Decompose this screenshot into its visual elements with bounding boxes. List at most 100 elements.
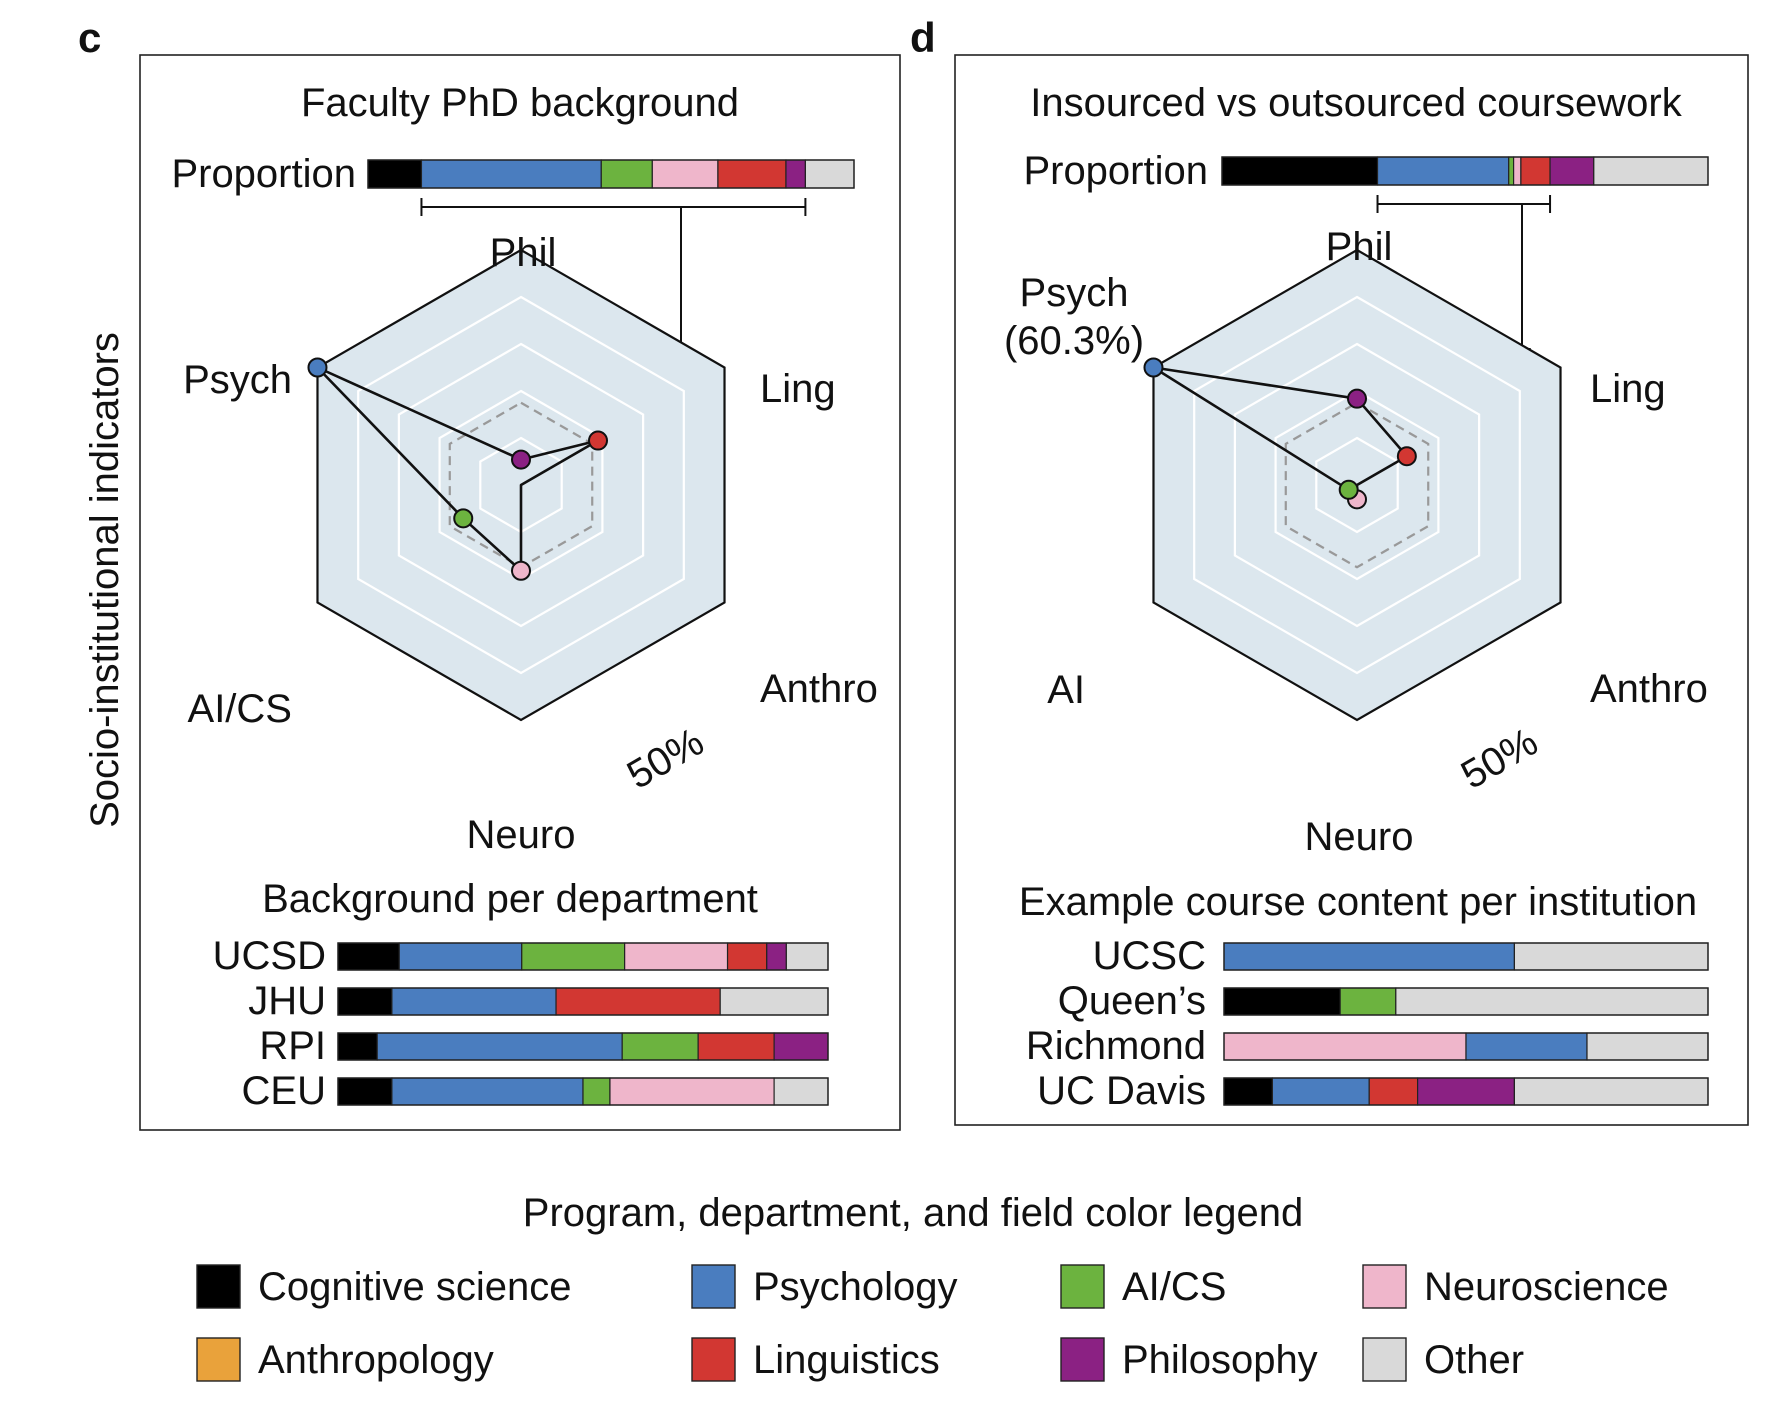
panel-c-proportion-segment-neuroscience	[651, 159, 719, 189]
panel-c-row-jhu-segment-cognitive-science	[337, 987, 393, 1016]
panel-d-radar-point-phil	[1347, 388, 1367, 409]
panel-d-row-queen-s-segment-ai-cs	[1339, 987, 1397, 1016]
panel-c-subtitle: Background per department	[262, 877, 758, 921]
panel-c-row-ucsd-segment-other	[785, 942, 829, 971]
panel-c-row-label-ucsd: UCSD	[213, 934, 326, 978]
panel-c-row-jhu-segment-other	[719, 987, 829, 1016]
panel-d-proportion-segment-philosophy	[1549, 156, 1595, 186]
panel-c-proportion-segment-psychology	[420, 159, 602, 189]
panel-d-subtitle: Example course content per institution	[1019, 880, 1697, 924]
panel-c-radar-point-neuro	[511, 560, 531, 581]
panel-d-row-richmond-segment-neuroscience	[1223, 1032, 1467, 1061]
panel-c: Faculty PhD background Proportion Phil Li…	[139, 54, 901, 1131]
panel-d-row-queen-s-segment-cognitive-science	[1223, 987, 1341, 1016]
panel-d-row-label-richmond: Richmond	[1026, 1024, 1206, 1068]
panel-d-radar-ring-2	[1274, 389, 1440, 581]
panel-c-radar-point-phil	[511, 449, 531, 470]
panel-d-proportion-segment-neuroscience	[1512, 156, 1522, 186]
panel-c-radar-point-ai-cs	[453, 508, 474, 529]
panel-c-axis-label-phil: Phil	[490, 231, 557, 275]
panel-c-proportion-bar	[367, 159, 855, 189]
panel-c-row-label-ceu: CEU	[242, 1069, 326, 1113]
panel-d-row-ucsc-outline	[1223, 942, 1709, 971]
panel-d-row-queen-s-outline	[1223, 987, 1709, 1016]
panel-d-proportion-bar	[1221, 156, 1709, 186]
panel-c-row-jhu-segment-psychology	[391, 987, 557, 1016]
legend-swatch-cognitive-science	[196, 1264, 241, 1309]
legend-swatch-psychology	[691, 1264, 736, 1309]
panel-d-row-ucsc-segment-other	[1513, 942, 1709, 971]
legend-title: Program, department, and field color leg…	[523, 1191, 1303, 1235]
legend-label-psychology: Psychology	[753, 1265, 958, 1309]
panel-c-radar-point-ling	[588, 430, 609, 451]
panel-d-proportion-segment-ai-cs	[1508, 156, 1515, 186]
panel-d-row-richmond-segment-other	[1586, 1032, 1709, 1061]
panel-d-row-label-queen-s: Queen’s	[1058, 979, 1206, 1023]
panel-d-proportion-segment-other	[1593, 156, 1709, 186]
panel-c-row-rpi-segment-cognitive-science	[337, 1032, 378, 1061]
panel-d-axis-label-phil: Phil	[1326, 225, 1393, 269]
panel-c-row-label-jhu: JHU	[248, 979, 326, 1023]
panel-c-row-label-rpi: RPI	[259, 1024, 326, 1068]
panel-c-row-ceu-segment-cognitive-science	[337, 1077, 393, 1106]
panel-c-radar-point-psych	[307, 357, 328, 378]
legend-swatch-other	[1362, 1337, 1407, 1382]
panel-c-axis-label-ai-cs: AI/CS	[188, 687, 292, 731]
panel-d-row-uc-davis-segment-cognitive-science	[1223, 1077, 1274, 1106]
panel-c-row-ceu-segment-ai-cs	[582, 1077, 611, 1106]
legend-label-other: Other	[1424, 1338, 1524, 1382]
panel-c-row-ceu-segment-psychology	[391, 1077, 584, 1106]
panel-d-row-richmond-outline	[1223, 1032, 1709, 1061]
panel-c-row-ucsd-segment-cognitive-science	[337, 942, 400, 971]
panel-c-axis-label-psych: Psych	[183, 358, 292, 402]
panel-d-row-uc-davis-segment-other	[1513, 1077, 1709, 1106]
panel-d-proportion-segment-psychology	[1376, 156, 1510, 186]
panel-d-proportion-segment-cognitive-science	[1221, 156, 1379, 186]
panel-d-title: Insourced vs outsourced coursework	[1030, 81, 1682, 125]
panel-d-proportion-outline	[1221, 156, 1709, 186]
panel-d-row-queen-s-segment-other	[1395, 987, 1709, 1016]
panel-c-proportion-segment-ai-cs	[600, 159, 653, 189]
panel-d-row-ucsc-segment-psychology	[1223, 942, 1515, 971]
panel-d-frame	[954, 54, 1749, 1126]
panel-c-radar: Phil Ling Anthro Neuro AI/CS Psych 50%	[183, 231, 878, 857]
panel-d-highlight-value: (60.3%)	[1004, 319, 1144, 363]
panel-d-radar: Phil Ling Anthro Neuro AI Psych(60.3%) 50%	[1004, 225, 1708, 859]
panel-c-axis-label-anthro: Anthro	[760, 667, 878, 711]
panel-d-axis-label-anthro: Anthro	[1590, 667, 1708, 711]
panel-c-row-ucsd-segment-neuroscience	[624, 942, 729, 971]
legend-swatch-anthropology	[196, 1337, 241, 1382]
panel-c-proportion-segment-other	[804, 159, 855, 189]
panel-c-row-rpi-outline	[337, 1032, 829, 1061]
legend-label-cognitive-science: Cognitive science	[258, 1265, 572, 1309]
panel-d-axis-label-psych: Psych	[1020, 271, 1129, 315]
panel-c-row-ucsd-outline	[337, 942, 829, 971]
panel-letter-c: c	[78, 14, 101, 61]
y-axis-label: Socio-institutional indicators	[83, 332, 127, 828]
panel-c-frame	[139, 54, 901, 1131]
panel-c-proportion-outline	[367, 159, 855, 189]
panel-d-row-label-uc-davis: UC Davis	[1037, 1069, 1206, 1113]
panel-d-row-uc-davis-segment-linguistics	[1368, 1077, 1419, 1106]
panel-c-proportion-label: Proportion	[171, 152, 356, 196]
panel-d-proportion-label: Proportion	[1023, 149, 1208, 193]
panel-c-row-rpi-segment-linguistics	[697, 1032, 775, 1061]
panel-letter-d: d	[910, 14, 936, 61]
panel-d-radar-point-ling	[1396, 446, 1417, 467]
legend-label-anthropology: Anthropology	[258, 1338, 494, 1382]
legend-swatch-ai-cs	[1060, 1264, 1105, 1309]
panel-d-row-richmond-segment-psychology	[1465, 1032, 1588, 1061]
panel-d-radar-point-psych	[1143, 357, 1164, 378]
panel-d-radar-ring-4	[1193, 295, 1521, 675]
panel-c-row-ucsd-segment-ai-cs	[521, 942, 626, 971]
panel-c-bracket	[420, 198, 807, 368]
panel-d-radar-point-ai	[1338, 479, 1359, 500]
panel-c-row-ucsd-segment-philosophy	[766, 942, 787, 971]
panel-c-row-rpi-segment-psychology	[376, 1032, 623, 1061]
panel-c-radar-ring-4	[357, 295, 685, 675]
panel-d-radar-ring-3	[1233, 342, 1481, 628]
panel-c-axis-label-ling: Ling	[760, 367, 836, 411]
panel-c-radar-ring-3	[397, 342, 645, 628]
panel-d-axis-label-ai: AI	[1047, 668, 1085, 712]
